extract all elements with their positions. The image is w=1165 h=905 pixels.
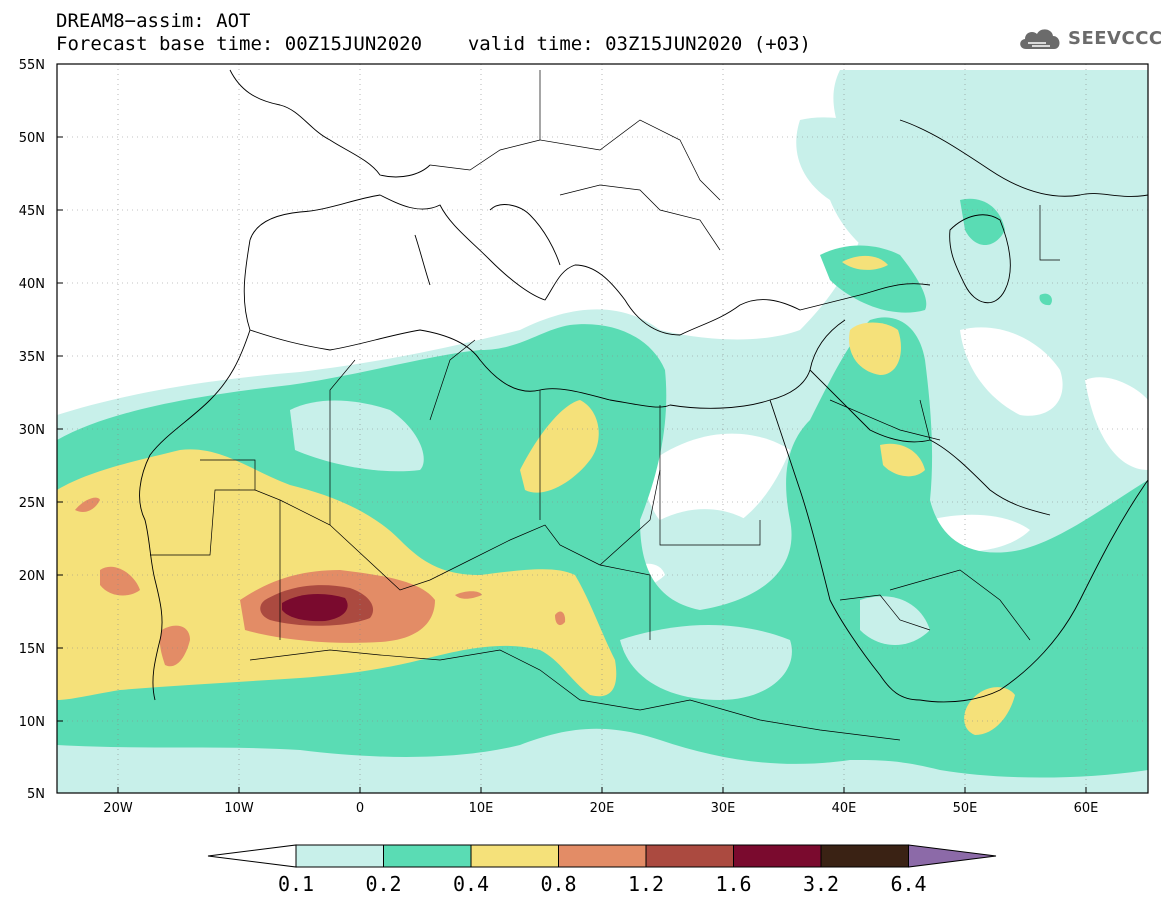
lat-label: 50N (19, 131, 45, 146)
lon-label: 60E (1074, 801, 1099, 816)
lon-label: 30E (711, 801, 736, 816)
grid-lines (57, 64, 1148, 793)
lon-label: 40E (832, 801, 857, 816)
base-time: Forecast base time: 00Z15JUN2020 (56, 33, 423, 55)
aot-class-1.6 (282, 593, 348, 622)
colorbar-label: 0.8 (540, 872, 577, 896)
colorbar-high-arrow (908, 844, 997, 868)
cloud-icon (1020, 29, 1060, 49)
valid-time: valid time: 03Z15JUN2020 (+03) (467, 33, 811, 55)
tick-marks (57, 136, 1087, 793)
lat-label: 5N (27, 787, 45, 802)
colorbar-label: 1.2 (627, 872, 665, 896)
lon-labels: 20W 10W 0 10E 20E 30E 40E 50E 60E (103, 801, 1098, 816)
lat-label: 55N (19, 58, 45, 73)
coastlines (139, 69, 1148, 703)
lon-label: 10W (224, 801, 254, 816)
colorbar-segment (558, 844, 647, 868)
forecast-times: Forecast base time: 00Z15JUN2020 valid t… (56, 33, 811, 55)
colorbar-label: 0.1 (277, 872, 315, 896)
lat-label: 40N (19, 277, 45, 292)
lat-label: 35N (19, 350, 45, 365)
lat-label: 10N (19, 715, 45, 730)
lon-label: 0 (356, 801, 364, 816)
borders (150, 70, 1060, 741)
seevccc-logo: SEEVCCC (1016, 22, 1163, 54)
colorbar-label: 1.6 (715, 872, 752, 896)
colorbar-label: 6.4 (890, 872, 927, 896)
lon-label: 20E (590, 801, 615, 816)
map-title: DREAM8−assim: AOT (56, 10, 251, 32)
colorbar-segment (645, 844, 734, 868)
brand-name: SEEVCCC (1068, 27, 1163, 49)
lon-label: 10E (469, 801, 494, 816)
colorbar-segment (733, 844, 822, 868)
colorbar-low-arrow (207, 844, 297, 868)
lon-label: 50E (953, 801, 978, 816)
lat-label: 45N (19, 204, 45, 219)
colorbar-label: 0.2 (365, 872, 402, 896)
lat-labels: 55N 50N 45N 40N 35N 30N 25N 20N 15N 10N … (19, 58, 45, 802)
colorbar (207, 844, 997, 868)
colorbar-segment (470, 844, 559, 868)
lat-label: 20N (19, 569, 45, 584)
colorbar-segment (820, 844, 909, 868)
colorbar-segment (383, 844, 472, 868)
lat-label: 30N (19, 423, 45, 438)
lat-label: 15N (19, 642, 45, 657)
colorbar-label: 0.4 (452, 872, 490, 896)
aot-light-islands (290, 400, 930, 700)
lon-label: 20W (103, 801, 133, 816)
colorbar-segment (295, 844, 384, 868)
colorbar-label: 3.2 (802, 872, 840, 896)
lat-label: 25N (19, 496, 45, 511)
